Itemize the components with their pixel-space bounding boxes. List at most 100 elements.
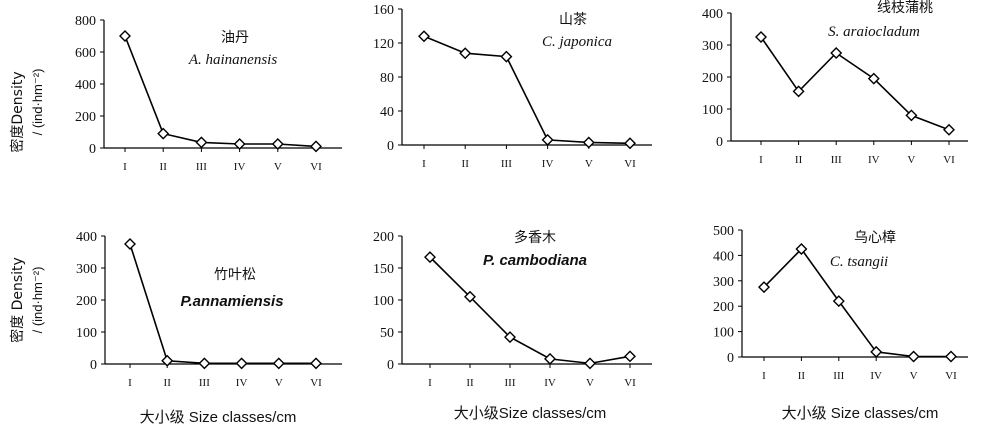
x-tick-label: I bbox=[422, 158, 426, 170]
data-point-marker bbox=[755, 31, 767, 43]
x-tick-label: V bbox=[274, 161, 282, 173]
series-line bbox=[124, 35, 317, 148]
data-point-marker bbox=[584, 357, 596, 370]
x-tick-label: II bbox=[798, 370, 806, 382]
panel-title-chinese: 油丹 bbox=[221, 30, 249, 46]
y-tick-label: 600 bbox=[75, 46, 96, 61]
data-point-marker bbox=[907, 350, 920, 363]
x-tick-label: V bbox=[585, 158, 593, 170]
data-point-marker bbox=[418, 30, 430, 43]
y-tick-label: 400 bbox=[702, 7, 723, 22]
series-line bbox=[129, 243, 316, 365]
y-tick-label: 0 bbox=[716, 135, 723, 150]
x-axis-label-col3: 大小级 Size classes/cm bbox=[782, 405, 939, 422]
x-tick-label: IV bbox=[542, 158, 554, 170]
y-tick-label: 50 bbox=[380, 326, 394, 341]
series-line bbox=[763, 247, 951, 358]
y-tick-label: 300 bbox=[713, 275, 734, 290]
y-tick-label: 0 bbox=[387, 358, 394, 373]
series-line bbox=[423, 35, 631, 145]
data-point-marker bbox=[157, 127, 170, 140]
y-tick-label: 0 bbox=[90, 358, 97, 373]
x-tick-label: V bbox=[907, 154, 915, 166]
y-tick-label: 80 bbox=[380, 71, 394, 86]
data-point-marker bbox=[233, 138, 246, 150]
data-point-marker bbox=[832, 295, 845, 308]
x-tick-label: IV bbox=[544, 377, 556, 389]
data-point-marker bbox=[119, 30, 131, 42]
y-tick-label: 300 bbox=[76, 262, 97, 277]
y-axis-label-line1-row2: 密度 Density bbox=[9, 257, 26, 343]
panel-title-scientific: C. japonica bbox=[542, 34, 612, 50]
y-tick-label: 800 bbox=[75, 14, 96, 29]
data-point-marker bbox=[310, 140, 322, 153]
x-tick-label: IV bbox=[236, 377, 248, 389]
data-point-marker bbox=[124, 238, 136, 250]
panel-title-scientific: P.annamiensis bbox=[180, 293, 283, 310]
x-tick-label: III bbox=[196, 161, 207, 173]
data-point-marker bbox=[758, 281, 770, 294]
x-tick-label: VI bbox=[945, 370, 957, 382]
y-tick-label: 200 bbox=[702, 71, 723, 86]
data-point-marker bbox=[624, 350, 636, 363]
y-tick-label: 100 bbox=[702, 103, 723, 118]
y-axis-label-line1-row1: 密度Density bbox=[9, 71, 26, 152]
data-point-marker bbox=[792, 85, 805, 98]
x-tick-label: II bbox=[160, 161, 168, 173]
data-point-marker bbox=[271, 138, 284, 150]
y-tick-label: 160 bbox=[373, 3, 394, 18]
y-tick-label: 400 bbox=[713, 249, 734, 264]
y-tick-label: 40 bbox=[380, 105, 394, 120]
x-tick-label: IV bbox=[870, 370, 882, 382]
y-tick-label: 200 bbox=[75, 110, 96, 125]
data-point-marker bbox=[464, 290, 476, 303]
data-point-marker bbox=[870, 345, 883, 358]
x-tick-label: I bbox=[759, 154, 763, 166]
series-line bbox=[760, 36, 950, 131]
x-tick-label: III bbox=[831, 154, 842, 166]
data-point-marker bbox=[500, 50, 513, 63]
data-point-marker bbox=[867, 72, 880, 85]
data-point-marker bbox=[195, 136, 208, 149]
y-tick-label: 400 bbox=[75, 78, 96, 93]
y-tick-label: 200 bbox=[76, 294, 97, 309]
x-tick-label: V bbox=[275, 377, 283, 389]
x-tick-label: III bbox=[199, 377, 210, 389]
x-tick-label: VI bbox=[624, 158, 636, 170]
y-tick-label: 100 bbox=[76, 326, 97, 341]
y-axis-label-line2-row1: / (ind·hm⁻²) bbox=[30, 69, 45, 136]
y-tick-label: 400 bbox=[76, 230, 97, 245]
y-tick-label: 500 bbox=[713, 224, 734, 239]
x-tick-label: VI bbox=[624, 377, 636, 389]
x-tick-label: I bbox=[762, 370, 766, 382]
x-tick-label: I bbox=[128, 377, 132, 389]
panel-title-scientific: P. cambodiana bbox=[483, 252, 587, 269]
y-tick-label: 200 bbox=[373, 230, 394, 245]
data-point-marker bbox=[424, 251, 436, 264]
y-axis-label-line2-row2: / (ind·hm⁻²) bbox=[30, 267, 45, 334]
panel-title-scientific: C. tsangii bbox=[830, 254, 888, 270]
x-axis-label-col2: 大小级Size classes/cm bbox=[454, 405, 607, 422]
data-point-marker bbox=[544, 352, 556, 365]
data-point-marker bbox=[945, 350, 957, 363]
x-tick-label: V bbox=[586, 377, 594, 389]
x-tick-label: VI bbox=[310, 377, 322, 389]
x-tick-label: III bbox=[501, 158, 512, 170]
panel-title-scientific: S. araiocladum bbox=[828, 24, 920, 40]
data-point-marker bbox=[235, 357, 248, 370]
x-tick-label: II bbox=[466, 377, 474, 389]
data-point-marker bbox=[582, 136, 595, 149]
data-point-marker bbox=[198, 357, 211, 370]
x-tick-label: I bbox=[123, 161, 127, 173]
panel-title-chinese: 竹叶松 bbox=[214, 267, 256, 283]
x-tick-label: VI bbox=[310, 161, 322, 173]
panel-title-chinese: 多香木 bbox=[514, 229, 556, 246]
x-tick-label: III bbox=[833, 370, 844, 382]
y-tick-label: 0 bbox=[727, 351, 734, 366]
